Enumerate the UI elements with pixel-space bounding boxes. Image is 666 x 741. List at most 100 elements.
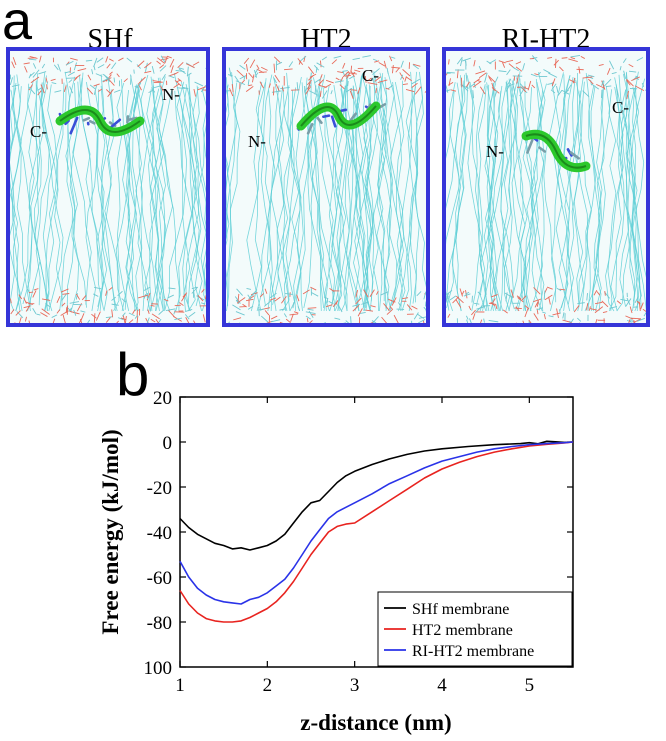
- head-group: [111, 62, 117, 70]
- head-group: [308, 90, 318, 96]
- head-group: [446, 289, 453, 295]
- head-group: [558, 309, 561, 314]
- residue-stick: [69, 116, 79, 135]
- lipid-tail: [446, 74, 466, 309]
- head-group: [413, 312, 419, 320]
- head-group: [411, 305, 418, 310]
- head-group: [498, 70, 507, 73]
- head-group: [202, 89, 206, 91]
- head-group: [642, 308, 646, 313]
- head-group: [273, 77, 277, 84]
- head-group: [400, 60, 404, 68]
- head-group: [93, 85, 97, 96]
- head-group: [465, 72, 468, 82]
- head-group: [96, 57, 104, 63]
- head-group: [126, 57, 133, 63]
- y-tick-label: -60: [147, 568, 172, 589]
- head-group: [423, 291, 426, 300]
- head-group: [541, 311, 547, 314]
- head-group: [174, 317, 183, 320]
- lipid-tail: [226, 82, 241, 291]
- head-group: [491, 294, 498, 298]
- head-group: [40, 84, 45, 94]
- head-group: [275, 61, 283, 66]
- head-group: [402, 83, 408, 86]
- head-group: [52, 318, 56, 323]
- head-group: [521, 295, 527, 301]
- head-group: [28, 86, 36, 95]
- y-tick-label: -80: [147, 613, 172, 634]
- head-group: [402, 69, 411, 77]
- head-group: [536, 302, 539, 307]
- head-group: [593, 290, 598, 296]
- head-group: [310, 286, 317, 291]
- head-group: [524, 87, 529, 90]
- lipid-tail: [181, 87, 191, 312]
- lipid-tail: [324, 85, 346, 312]
- head-group: [60, 288, 69, 293]
- head-group: [505, 82, 512, 92]
- head-group: [74, 74, 81, 79]
- y-tick-label: -20: [147, 478, 172, 499]
- head-group: [580, 55, 586, 59]
- head-group: [56, 309, 61, 314]
- head-group: [305, 86, 312, 95]
- head-group: [32, 69, 40, 78]
- head-group: [589, 308, 597, 311]
- head-group: [412, 64, 419, 70]
- head-group: [87, 74, 92, 81]
- terminus-label: N-: [162, 85, 180, 104]
- head-group: [25, 305, 31, 312]
- head-group: [603, 78, 612, 87]
- head-group: [372, 316, 379, 323]
- lipid-tail: [289, 90, 310, 312]
- lipid-tail: [605, 89, 628, 312]
- head-group: [626, 78, 634, 87]
- head-group: [161, 73, 166, 81]
- head-group: [259, 81, 264, 89]
- membrane-render: [226, 55, 426, 323]
- head-group: [264, 310, 270, 316]
- residue-stick: [322, 114, 331, 119]
- head-group: [93, 83, 100, 87]
- head-group: [569, 320, 571, 323]
- head-group: [98, 88, 103, 92]
- head-group: [81, 295, 87, 301]
- head-group: [515, 306, 520, 312]
- head-group: [160, 55, 166, 63]
- residue-stick: [88, 119, 96, 125]
- head-group: [297, 58, 304, 66]
- head-group: [54, 90, 62, 93]
- lipid-tail: [200, 110, 206, 299]
- head-group: [533, 298, 542, 303]
- head-group: [306, 318, 309, 323]
- residue-stick: [569, 151, 581, 160]
- lipid-tail: [363, 85, 379, 312]
- head-group: [504, 292, 514, 298]
- head-group: [374, 76, 382, 82]
- lipid-tail: [525, 83, 547, 312]
- head-group: [61, 293, 67, 301]
- head-group: [193, 88, 196, 97]
- head-group: [586, 292, 588, 301]
- head-group: [69, 301, 80, 304]
- head-group: [80, 310, 86, 313]
- head-group: [491, 298, 496, 305]
- head-group: [193, 320, 196, 323]
- head-group: [24, 66, 28, 73]
- head-group: [594, 306, 604, 314]
- head-group: [487, 75, 496, 83]
- head-group: [332, 300, 339, 308]
- head-group: [473, 78, 481, 84]
- head-group: [502, 62, 506, 68]
- head-group: [102, 77, 112, 83]
- head-group: [463, 293, 471, 297]
- head-group: [200, 302, 206, 305]
- lipid-tail: [226, 82, 242, 246]
- head-group: [11, 84, 20, 87]
- head-group: [601, 80, 606, 90]
- terminus-label: C-: [30, 122, 47, 141]
- head-group: [546, 286, 553, 290]
- head-group: [10, 309, 15, 315]
- head-group: [151, 313, 160, 320]
